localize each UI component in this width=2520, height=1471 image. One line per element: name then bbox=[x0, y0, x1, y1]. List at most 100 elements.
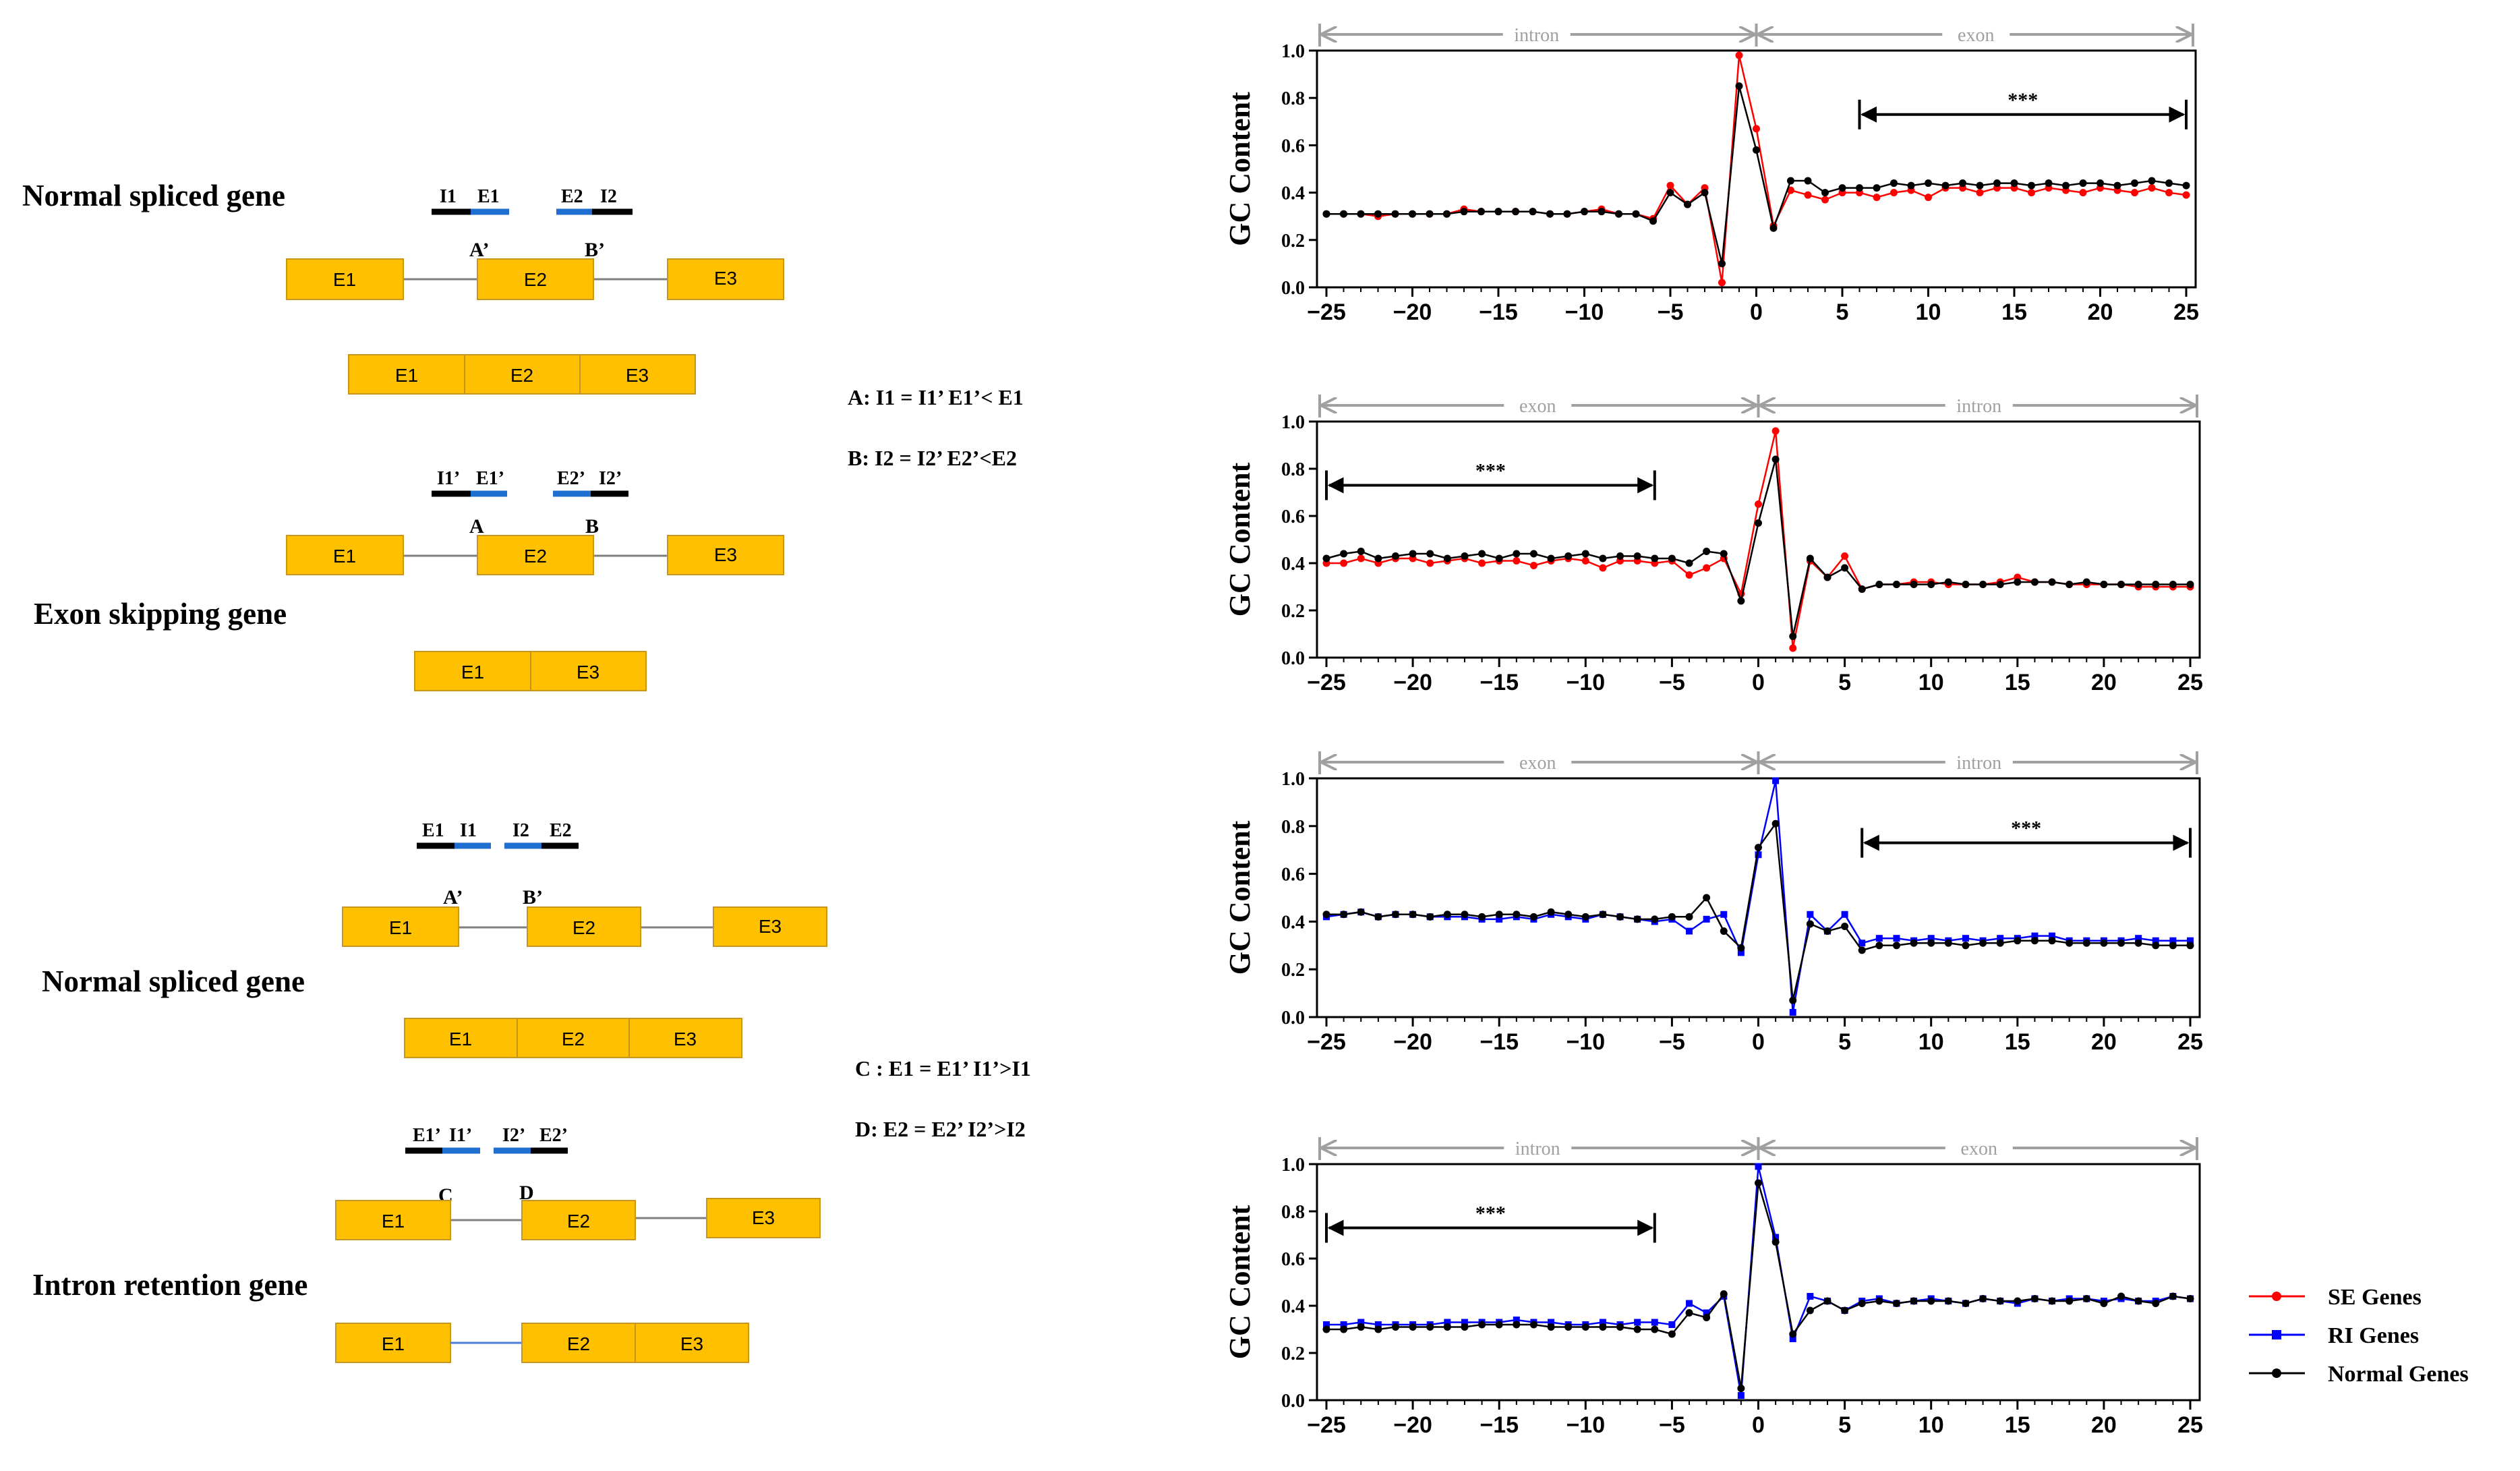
plot-frame bbox=[1316, 420, 2201, 659]
probe-label: E1’ bbox=[413, 1125, 441, 1146]
data-point bbox=[1892, 581, 1900, 588]
data-point bbox=[1858, 940, 1866, 947]
chart-panel-2: exon intron 0.0 0.2 0.4 0.6 0.8 1.0 −25 −20 −15 −10… bbox=[1223, 395, 2203, 695]
data-point bbox=[1807, 1293, 1814, 1300]
data-point bbox=[1513, 550, 1521, 558]
legend-item-ri: RI Genes bbox=[2249, 1323, 2419, 1348]
svg-text:E3: E3 bbox=[577, 662, 599, 683]
exon-block: E2 bbox=[527, 906, 641, 947]
svg-text:E3: E3 bbox=[626, 365, 649, 386]
data-point bbox=[1426, 210, 1434, 218]
data-point bbox=[1979, 939, 1987, 947]
data-point bbox=[1996, 581, 2004, 588]
probe-label: I1’ bbox=[437, 468, 460, 489]
svg-text:E2: E2 bbox=[524, 269, 547, 290]
data-point bbox=[1927, 935, 1935, 942]
exon-block: E3 bbox=[667, 535, 784, 575]
data-point bbox=[1581, 913, 1589, 921]
y-tick-label: 1.0 bbox=[1281, 1155, 1305, 1176]
data-point bbox=[1340, 550, 1348, 558]
data-point bbox=[1771, 819, 1780, 828]
data-point bbox=[1789, 1008, 1796, 1016]
data-point bbox=[2182, 191, 2190, 199]
data-point bbox=[2048, 1297, 2056, 1305]
diagram-normal-spliced-1: Normal spliced gene I1 E1 E2 I2 A’ B’ E1… bbox=[22, 179, 784, 395]
mrna-block: E1 E3 bbox=[414, 651, 647, 691]
data-point bbox=[1374, 210, 1382, 218]
data-point bbox=[2182, 181, 2190, 190]
y-tick-label: 1.0 bbox=[1281, 769, 1305, 790]
data-point bbox=[2014, 578, 2022, 586]
series-line bbox=[1326, 780, 2190, 1013]
data-point bbox=[1323, 1321, 1330, 1328]
data-point bbox=[1979, 1295, 1987, 1302]
data-point bbox=[1322, 1325, 1330, 1333]
region-label-bg bbox=[1504, 1137, 1572, 1159]
data-point bbox=[2152, 581, 2160, 588]
data-point bbox=[2079, 179, 2087, 188]
data-point bbox=[2010, 179, 2018, 188]
series-se-genes bbox=[1322, 51, 2190, 287]
data-point bbox=[2014, 937, 2022, 945]
x-tick-label: 25 bbox=[2173, 299, 2199, 325]
y-tick-label: 1.0 bbox=[1281, 41, 1305, 62]
series-line bbox=[1326, 86, 2187, 264]
data-point bbox=[1858, 1300, 1866, 1307]
x-tick-label: −5 bbox=[1659, 670, 1685, 695]
data-point bbox=[1357, 210, 1365, 218]
y-tick-label: 0.4 bbox=[1281, 1296, 1305, 1317]
gene-title: Normal spliced gene bbox=[22, 179, 285, 212]
data-point bbox=[2065, 1297, 2074, 1305]
data-point bbox=[1927, 1297, 1935, 1305]
y-tick-label: 0.8 bbox=[1281, 88, 1305, 109]
y-tick-label: 0.6 bbox=[1281, 507, 1305, 527]
data-point bbox=[1703, 915, 1710, 923]
region-label-bg bbox=[1502, 24, 1571, 45]
x-tick-label: −25 bbox=[1307, 1029, 1346, 1055]
legend: SE Genes RI Genes Normal Genes bbox=[2249, 1285, 2469, 1387]
data-point bbox=[1856, 184, 1863, 192]
data-point bbox=[1461, 1319, 1468, 1326]
data-point bbox=[2169, 937, 2177, 944]
data-point bbox=[1599, 1319, 1606, 1326]
region-label-right: intron bbox=[1956, 396, 2001, 417]
data-point bbox=[1409, 210, 1416, 218]
data-point bbox=[1737, 1385, 1745, 1392]
data-point bbox=[1720, 1290, 1728, 1298]
data-point bbox=[1547, 554, 1555, 563]
data-point bbox=[1529, 1321, 1537, 1329]
exon-block: E1 bbox=[335, 1200, 451, 1240]
x-tick-label: −10 bbox=[1565, 299, 1604, 325]
data-point bbox=[1651, 554, 1659, 563]
x-tick-label: 25 bbox=[2177, 1412, 2203, 1438]
data-point bbox=[1391, 552, 1399, 560]
data-point bbox=[1374, 1321, 1382, 1328]
data-point bbox=[1409, 911, 1417, 919]
svg-text:E3: E3 bbox=[680, 1333, 703, 1354]
x-tick-label: 20 bbox=[2091, 1029, 2117, 1055]
data-point bbox=[1772, 1234, 1780, 1241]
data-point bbox=[2165, 179, 2173, 188]
data-point bbox=[2045, 179, 2053, 188]
data-point bbox=[1703, 1309, 1710, 1317]
data-point bbox=[1599, 1323, 1607, 1331]
data-point bbox=[1340, 911, 1348, 919]
series-normal-genes bbox=[1322, 455, 2194, 640]
data-point bbox=[1668, 1330, 1676, 1338]
point-label: A bbox=[469, 515, 484, 538]
data-point bbox=[1529, 550, 1537, 558]
series-line bbox=[1326, 1166, 2191, 1396]
data-point bbox=[2049, 932, 2056, 940]
data-point bbox=[1391, 210, 1399, 218]
data-point bbox=[1649, 217, 1657, 225]
y-tick-label: 0.0 bbox=[1281, 648, 1305, 669]
data-point bbox=[1737, 949, 1745, 956]
exon-block: E3 bbox=[706, 1198, 821, 1238]
data-point bbox=[1529, 208, 1537, 216]
x-tick-label: 10 bbox=[1918, 1029, 1944, 1055]
probe-label: I1’ bbox=[449, 1125, 472, 1146]
data-point bbox=[2082, 939, 2090, 947]
diagram-exon-skipping: I1’ E1’ E2’ I2’ A B E1 E2 E3 Exon skippi… bbox=[34, 468, 784, 691]
data-point bbox=[1666, 181, 1674, 190]
